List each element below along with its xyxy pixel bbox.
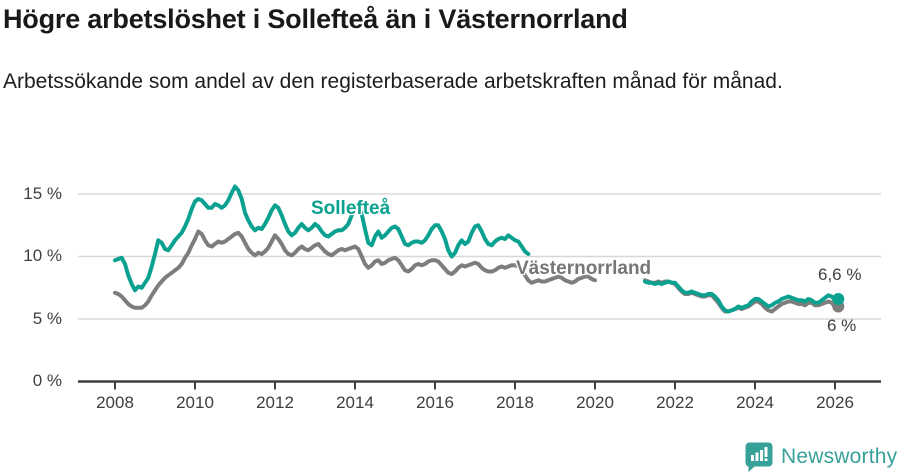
x-tick-label-2012: 2012 [256, 393, 294, 412]
page-title: Högre arbetslöshet i Sollefteå än i Väst… [3, 4, 628, 34]
x-tick-label-2026: 2026 [816, 393, 854, 412]
line-solleftea-segment-1 [113, 184, 531, 293]
y-tick-label-15: 15 % [23, 184, 62, 203]
line-vasternorrland-segment-1 [113, 229, 597, 310]
newsworthy-logo: Newsworthy [744, 441, 897, 472]
series-label-solleftea: Sollefteå [311, 198, 391, 219]
x-tick-label-2010: 2010 [176, 393, 214, 412]
x-tick-label-2020: 2020 [576, 393, 614, 412]
x-tick-label-2014: 2014 [336, 393, 374, 412]
x-tick-label-2008: 2008 [96, 393, 134, 412]
x-tick-label-2018: 2018 [496, 393, 534, 412]
y-tick-label-5: 5 % [32, 309, 62, 328]
end-dot-solleftea [832, 293, 845, 305]
newsworthy-bubble-chart-icon [744, 441, 774, 472]
x-tick-label-2024: 2024 [736, 393, 774, 412]
newsworthy-logo-text: Newsworthy [781, 444, 898, 468]
end-value-label-solleftea: 6,6 % [818, 265, 862, 284]
line-solleftea-segment-2 [643, 279, 841, 314]
x-tick-label-2016: 2016 [416, 393, 454, 412]
y-tick-label-0: 0 % [32, 371, 62, 390]
series-label-vasternorrland: Västernorrland [516, 258, 652, 279]
end-value-label-vasternorrland: 6 % [827, 316, 857, 335]
y-tick-label-10: 10 % [23, 246, 62, 265]
x-tick-label-2022: 2022 [656, 393, 694, 412]
chart-subtitle: Arbetssökande som andel av den registerb… [3, 70, 783, 93]
